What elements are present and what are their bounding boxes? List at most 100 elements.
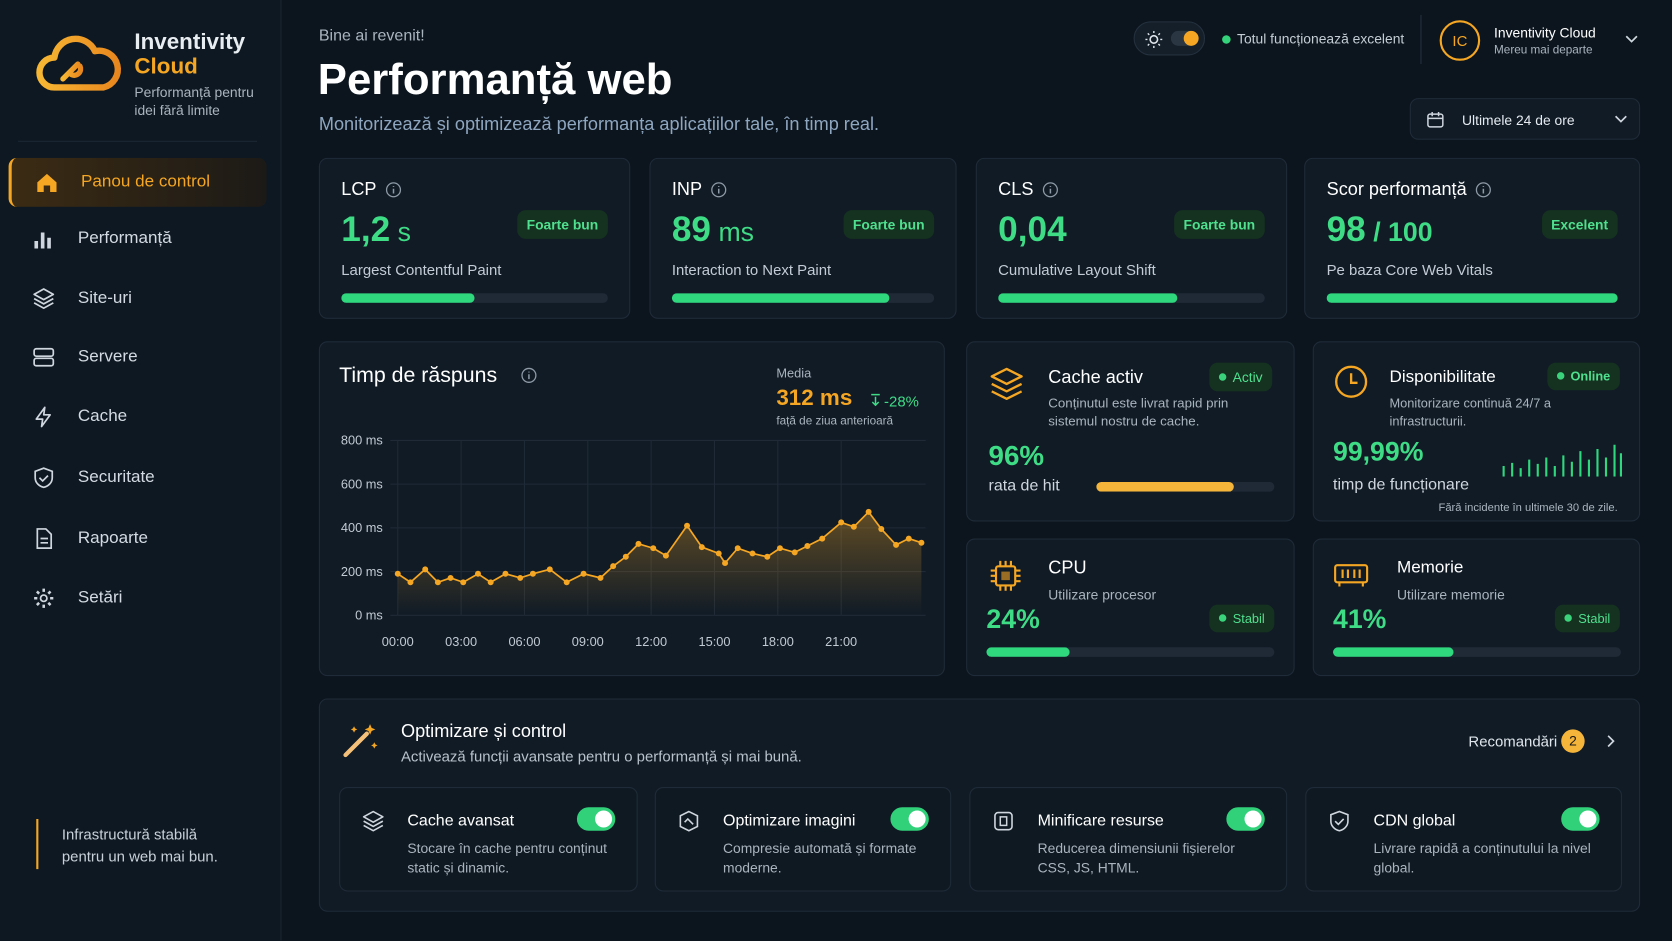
divider: [1420, 14, 1422, 64]
change-note: față de ziua anterioară: [776, 414, 894, 428]
memory-track: [1333, 647, 1621, 657]
x-tick-label: 09:00: [572, 634, 604, 649]
area: [397, 511, 922, 616]
metric-unit: ms: [718, 217, 754, 248]
availability-panel: Disponibilitate Online Monitorizare cont…: [1312, 341, 1641, 522]
toggle[interactable]: [1226, 807, 1265, 831]
point: [804, 543, 811, 549]
feature-card: Minificare resurse Reducerea dimensiunii …: [969, 787, 1288, 892]
nav-item[interactable]: Servere: [9, 333, 267, 382]
x-tick-label: 21:00: [825, 634, 857, 649]
x-tick-label: 03:00: [445, 634, 477, 649]
point: [650, 545, 657, 552]
avatar[interactable]: IC: [1439, 20, 1481, 61]
y-tick-label: 0 ms: [355, 608, 383, 623]
point: [893, 541, 900, 548]
nav-label: Panou de control: [81, 172, 211, 191]
nav-icon: [37, 173, 57, 192]
clock-icon: [1335, 365, 1368, 398]
toggle[interactable]: [890, 807, 929, 831]
sidebar: Inventivity Cloud Performanță pentru ide…: [0, 0, 282, 941]
chevron[interactable]: [1625, 35, 1638, 44]
metric-number: 98: [1326, 209, 1366, 249]
metric-value: 98/ 100: [1327, 211, 1433, 246]
availability-note: Fără incidente în ultimele 30 de zile.: [1438, 501, 1618, 515]
nav-item[interactable]: Securitate: [9, 453, 267, 502]
nav-item[interactable]: Panou de control: [8, 157, 267, 207]
status: Totul funcționează excelent: [1237, 30, 1405, 47]
toggle-knob: [1244, 810, 1262, 828]
point: [447, 574, 454, 581]
point: [684, 522, 691, 529]
point: [610, 563, 617, 570]
x-tick-label: 18:00: [762, 634, 794, 649]
feature-icon: [1330, 810, 1349, 832]
x-tick-label: 12:00: [635, 634, 667, 649]
toggle-knob: [1579, 810, 1597, 828]
feature-description: Reducerea dimensiunii fișierelor CSS, JS…: [1037, 840, 1235, 876]
metric-description: Interaction to Next Paint: [671, 261, 832, 279]
y-tick-label: 800 ms: [341, 433, 383, 448]
point: [502, 570, 509, 577]
nav-item[interactable]: Rapoarte: [9, 514, 267, 563]
chevron-right[interactable]: [1607, 735, 1616, 748]
point: [791, 549, 798, 556]
metric-card: Scor performanță 98/ 100 Excelent Pe baza C…: [1304, 157, 1641, 319]
feature-card: Optimizare imagini Compresie automată și …: [654, 787, 952, 892]
info-icon: [1475, 182, 1491, 198]
y-tick-label: 600 ms: [341, 476, 383, 491]
nav-item[interactable]: Performanță: [9, 214, 267, 263]
nav-item[interactable]: Site-uri: [9, 274, 267, 323]
feature-title: Optimizare imagini: [723, 811, 856, 830]
nav-label: Performanță: [77, 229, 172, 248]
optimization-subtitle: Activează funcții avansate pentru o perf…: [400, 747, 802, 765]
toggle[interactable]: [1561, 807, 1600, 831]
point: [460, 579, 467, 586]
toggle[interactable]: [576, 807, 616, 831]
metric-value: 0,04: [998, 211, 1066, 246]
feature-icon: [362, 810, 384, 832]
y-tick-label: 400 ms: [341, 520, 383, 535]
memory-icon: [1334, 564, 1369, 587]
down-arrow: [871, 393, 880, 407]
uptime-sparkline: [1502, 444, 1622, 477]
theme-toggle[interactable]: [1133, 21, 1206, 56]
status-dot: [1222, 35, 1231, 44]
metric-card: CLS 0,04 Foarte bun Cumulative Layout Shift: [975, 157, 1288, 319]
cpu-icon: [990, 560, 1021, 591]
metric-bar: [998, 293, 1177, 303]
metric-badge: Excelent: [1541, 210, 1618, 239]
status-dot: [1556, 372, 1565, 380]
point: [776, 545, 783, 552]
feature-icon: [994, 811, 1013, 831]
x-tick-label: 00:00: [382, 634, 414, 649]
range-dropdown[interactable]: Ultimele 24 de ore: [1409, 98, 1641, 140]
nav-item[interactable]: Setări: [9, 574, 267, 623]
point: [878, 525, 885, 532]
nav-label: Servere: [77, 347, 138, 366]
cache-track: [1096, 482, 1275, 492]
metric-track: [1326, 293, 1618, 303]
availability-description: Monitorizare continuă 24/7 a infrastruct…: [1389, 395, 1552, 429]
change: -28%: [884, 392, 919, 410]
cache-description: Conținutul este livrat rapid prin sistem…: [1048, 395, 1229, 429]
optimization-panel: Optimizare și control Activează funcții …: [318, 698, 1641, 912]
nav-icon: [35, 406, 51, 428]
switch-knob: [1183, 30, 1199, 46]
feature-title: CDN global: [1373, 811, 1456, 830]
feature-description: Stocare în cache pentru conținut static …: [407, 840, 607, 876]
nav-label: Rapoarte: [77, 528, 149, 548]
feature-title: Cache avansat: [407, 811, 515, 830]
recommendations-label[interactable]: Recomandări: [1468, 732, 1558, 750]
y-tick-label: 200 ms: [341, 564, 383, 579]
metric-bar: [671, 293, 890, 303]
greeting: Bine ai revenit!: [318, 26, 425, 45]
point: [865, 508, 872, 515]
point: [850, 523, 857, 530]
nav-label: Setări: [77, 588, 123, 607]
memory-description: Utilizare memorie: [1396, 586, 1505, 603]
point: [394, 570, 401, 577]
memory-title: Memorie: [1396, 558, 1464, 577]
nav-item[interactable]: Cache: [9, 392, 267, 441]
response-chart: 0 ms 200 ms 400 ms 600 ms 800 ms 00:00 03:00 06…: [341, 433, 926, 649]
